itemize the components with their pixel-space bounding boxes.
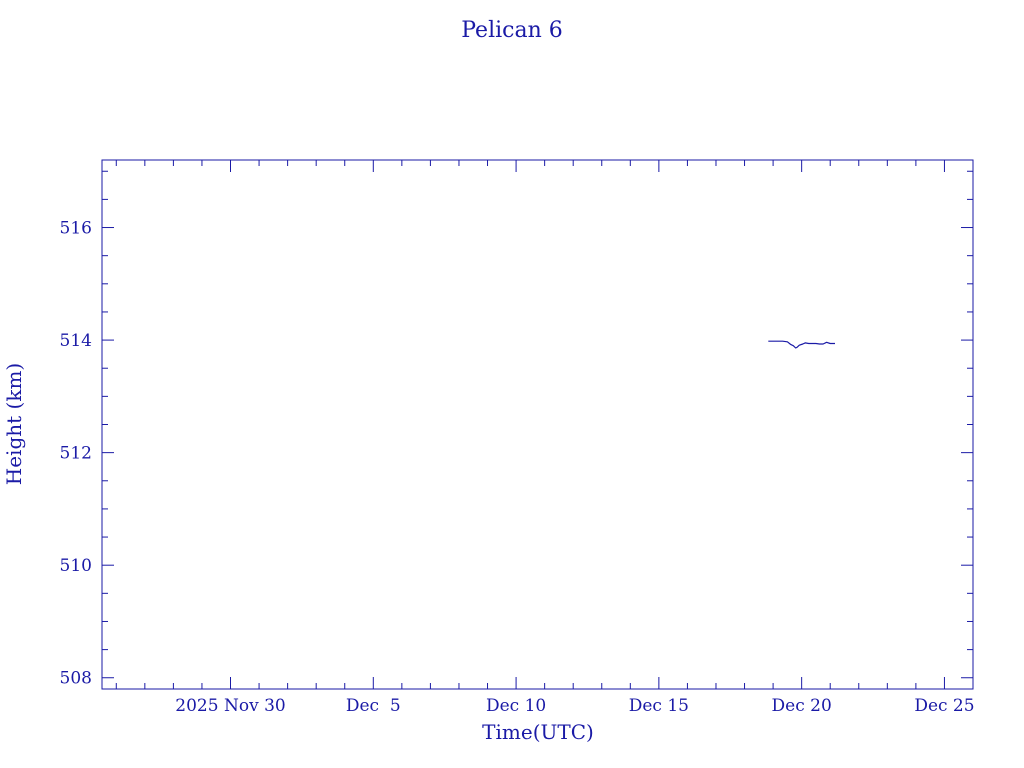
x-axis-ticks: 2025 Nov 30 Dec 5 Dec 10 Dec 15 Dec 20 Dec 25	[115, 160, 975, 716]
series-line	[768, 340, 835, 349]
y-tick-label: 516	[60, 219, 92, 239]
y-axis-ticks: 508 510 512 514 516	[60, 170, 973, 689]
y-tick-label: 512	[60, 444, 92, 464]
x-tick-label: Dec 5	[346, 696, 401, 716]
y-tick-label: 514	[60, 331, 92, 351]
series-layer	[768, 340, 835, 349]
x-tick-label: Dec 20	[772, 696, 832, 716]
y-tick-label: 508	[60, 669, 92, 689]
y-tick-label: 510	[60, 556, 92, 576]
x-tick-label: 2025 Nov 30	[175, 696, 285, 716]
x-tick-label: Dec 25	[914, 696, 974, 716]
y-axis-label: Height (km)	[2, 363, 26, 485]
plot-frame	[101, 159, 974, 690]
chart-title: Pelican 6	[461, 18, 563, 43]
x-tick-label: Dec 15	[629, 696, 689, 716]
x-tick-label: Dec 10	[486, 696, 546, 716]
x-axis-label: Time(UTC)	[482, 720, 594, 744]
